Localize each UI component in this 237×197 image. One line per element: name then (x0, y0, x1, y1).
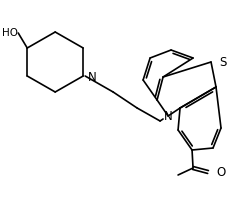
Text: S: S (219, 56, 226, 69)
Text: HO: HO (2, 28, 18, 38)
Text: N: N (164, 110, 173, 123)
Text: N: N (88, 71, 97, 84)
Text: O: O (216, 165, 225, 178)
